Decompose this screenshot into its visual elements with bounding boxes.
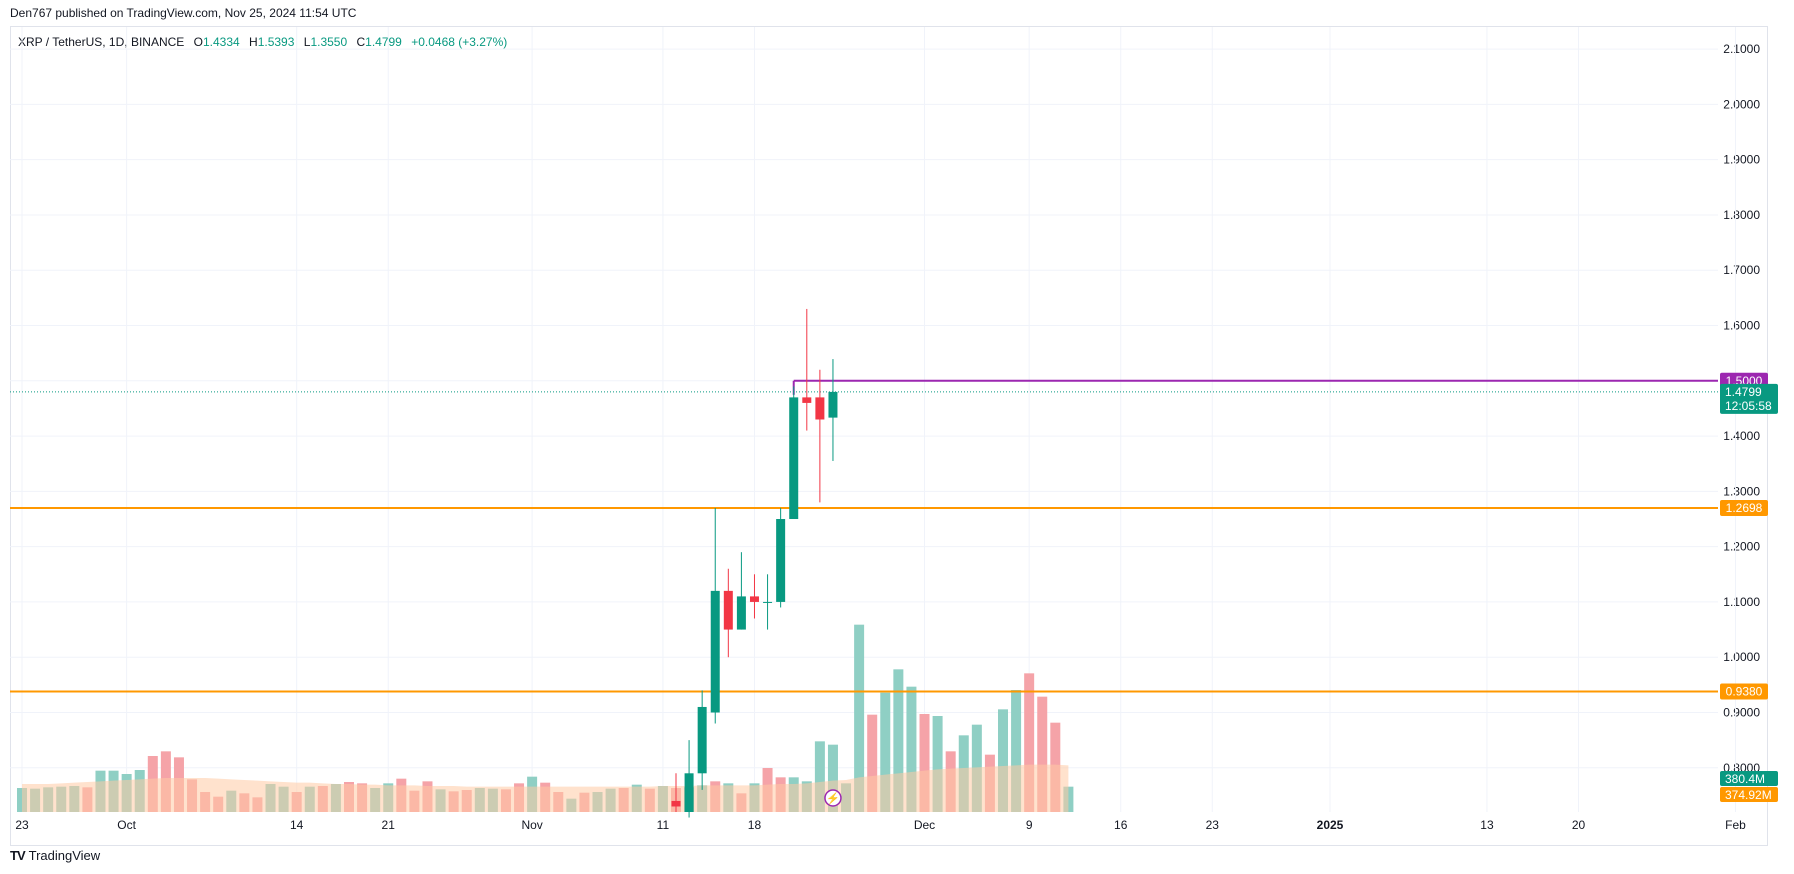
- low-label: L: [303, 35, 311, 49]
- chart-frame: [10, 26, 1768, 846]
- publish-info: Den767 published on TradingView.com, Nov…: [10, 6, 357, 20]
- change-value: +0.0468 (+3.27%): [411, 35, 508, 49]
- low-value: 1.3550: [310, 35, 348, 49]
- symbol-legend: XRP / TetherUS, 1D, BINANCE O1.4334 H1.5…: [18, 35, 507, 49]
- open-value: 1.4334: [202, 35, 240, 49]
- high-label: H: [249, 35, 258, 49]
- tradingview-footer[interactable]: TV TradingView: [10, 848, 100, 863]
- tradingview-brand: TradingView: [28, 848, 101, 863]
- symbol-name[interactable]: XRP / TetherUS, 1D, BINANCE: [18, 35, 185, 49]
- close-value: 1.4799: [365, 35, 402, 49]
- tradingview-logo-icon: TV: [10, 848, 26, 863]
- high-value: 1.5393: [257, 35, 295, 49]
- close-label: C: [356, 35, 366, 49]
- open-label: O: [193, 35, 203, 49]
